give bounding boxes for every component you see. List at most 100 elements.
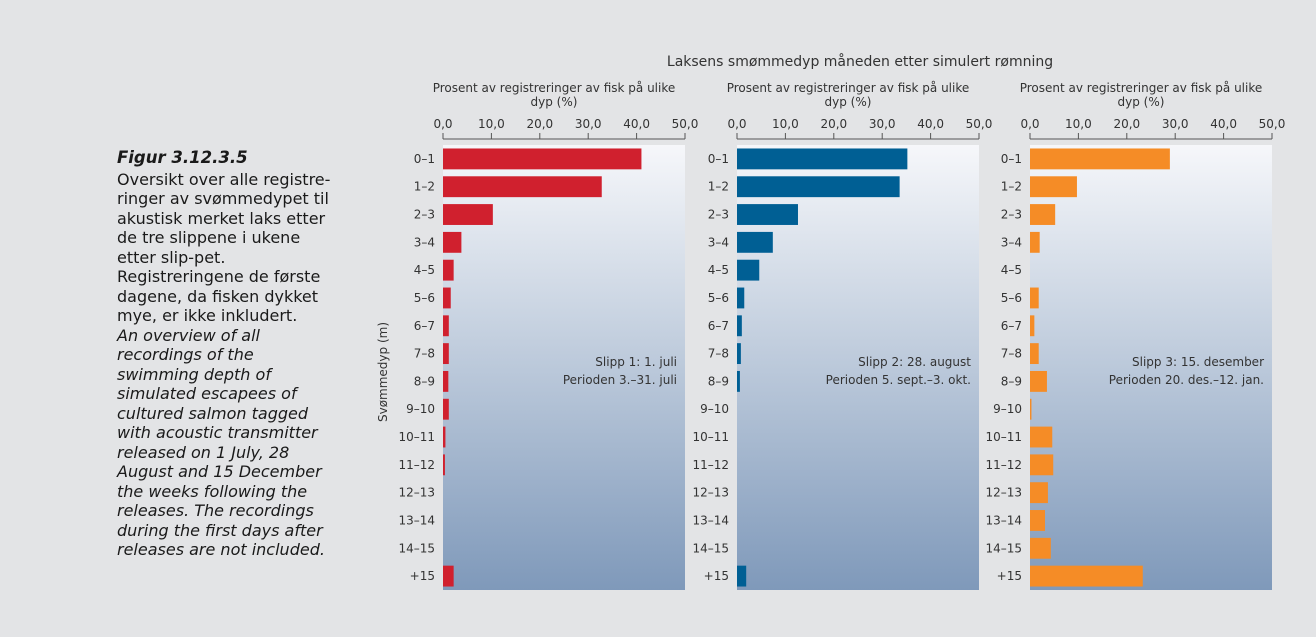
bar xyxy=(1030,287,1039,309)
release-label: Slipp 3: 15. desember xyxy=(1132,355,1264,369)
bar xyxy=(1030,426,1053,448)
bar xyxy=(1030,343,1039,365)
bar xyxy=(1030,204,1056,225)
figure-label: Figur 3.12.3.5 xyxy=(117,148,248,167)
y-axis-label: Svømmedyp (m) xyxy=(376,322,390,422)
y-tick-label: 8–9 xyxy=(1001,374,1022,388)
y-tick-label: 4–5 xyxy=(708,263,729,277)
y-tick-label: 4–5 xyxy=(1001,263,1022,277)
x-tick-label: 0,0 xyxy=(1020,117,1039,131)
y-tick-label: 0–1 xyxy=(1001,152,1022,166)
bar xyxy=(737,148,908,170)
y-tick-label: 13–14 xyxy=(398,513,435,527)
x-tick-label: 40,0 xyxy=(917,117,944,131)
x-tick-label: 30,0 xyxy=(575,117,602,131)
bar xyxy=(443,287,451,309)
bar xyxy=(1030,370,1047,392)
y-tick-label: 12–13 xyxy=(985,486,1022,500)
bar xyxy=(1030,537,1051,559)
x-tick-label: 50,0 xyxy=(672,117,699,131)
y-tick-label: 13–14 xyxy=(692,513,729,527)
x-tick-label: 0,0 xyxy=(727,117,746,131)
period-label: Perioden 20. des.–12. jan. xyxy=(1109,373,1264,387)
y-tick-label: 2–3 xyxy=(708,208,729,222)
x-tick-label: 20,0 xyxy=(526,117,553,131)
x-tick-label: 30,0 xyxy=(1162,117,1189,131)
y-tick-label: 4–5 xyxy=(414,263,435,277)
bar xyxy=(443,176,602,198)
chart-panel-2: Prosent av registreringer av fisk på uli… xyxy=(692,81,992,590)
y-tick-label: 11–12 xyxy=(398,458,435,472)
bar xyxy=(443,204,493,225)
y-tick-label: +15 xyxy=(410,569,435,583)
y-tick-label: 11–12 xyxy=(692,458,729,472)
x-tick-label: 40,0 xyxy=(623,117,650,131)
y-tick-label: 3–4 xyxy=(708,235,729,249)
x-tick-label: 10,0 xyxy=(772,117,799,131)
bar xyxy=(443,259,454,281)
y-tick-label: 10–11 xyxy=(692,430,729,444)
bar xyxy=(737,370,740,392)
bar xyxy=(1030,565,1143,587)
x-tick-label: 20,0 xyxy=(1113,117,1140,131)
bar xyxy=(737,176,900,198)
y-tick-label: 6–7 xyxy=(1001,319,1022,333)
period-label: Perioden 5. sept.–3. okt. xyxy=(826,373,971,387)
y-tick-label: 1–2 xyxy=(708,180,729,194)
bar xyxy=(737,259,760,281)
x-tick-label: 50,0 xyxy=(1259,117,1286,131)
x-tick-label: 30,0 xyxy=(869,117,896,131)
y-tick-label: 10–11 xyxy=(398,430,435,444)
bar xyxy=(443,454,445,476)
period-label: Perioden 3.–31. juli xyxy=(563,373,677,387)
y-tick-label: 7–8 xyxy=(708,347,729,361)
bar xyxy=(443,231,462,253)
y-tick-label: 14–15 xyxy=(398,541,435,555)
release-label: Slipp 2: 28. august xyxy=(858,355,971,369)
release-label: Slipp 1: 1. juli xyxy=(595,355,677,369)
chart-title: Laksens smømmedyp måneden etter simulert… xyxy=(667,53,1053,70)
bar xyxy=(443,565,454,587)
y-tick-label: +15 xyxy=(704,569,729,583)
x-tick-label: 40,0 xyxy=(1210,117,1237,131)
chart-panel-3: Prosent av registreringer av fisk på uli… xyxy=(985,81,1285,590)
bar xyxy=(737,231,773,253)
x-tick-label: 0,0 xyxy=(433,117,452,131)
y-tick-label: 11–12 xyxy=(985,458,1022,472)
y-tick-label: 8–9 xyxy=(414,374,435,388)
caption-norwegian: Oversikt over alle registre-ringer av sv… xyxy=(117,169,331,326)
y-tick-label: 1–2 xyxy=(414,180,435,194)
y-tick-label: 10–11 xyxy=(985,430,1022,444)
y-tick-label: 14–15 xyxy=(985,541,1022,555)
figure-caption: Figur 3.12.3.5 Oversikt over alle regist… xyxy=(117,148,332,560)
bar xyxy=(1030,231,1040,253)
caption-english: An overview of all recordings of the swi… xyxy=(117,325,325,560)
bar xyxy=(443,426,446,448)
y-tick-label: 2–3 xyxy=(414,208,435,222)
bar xyxy=(443,315,449,337)
x-tick-label: 50,0 xyxy=(966,117,993,131)
bar xyxy=(443,398,449,420)
bar xyxy=(1030,398,1032,420)
y-tick-label: 7–8 xyxy=(1001,347,1022,361)
y-tick-label: 13–14 xyxy=(985,513,1022,527)
bar xyxy=(737,343,741,365)
x-axis-label: Prosent av registreringer av fisk på uli… xyxy=(1020,81,1263,109)
x-tick-label: 10,0 xyxy=(478,117,505,131)
x-tick-label: 20,0 xyxy=(820,117,847,131)
y-tick-label: 0–1 xyxy=(414,152,435,166)
y-tick-label: 5–6 xyxy=(1001,291,1022,305)
x-axis-label: Prosent av registreringer av fisk på uli… xyxy=(433,81,676,109)
bar xyxy=(443,343,449,365)
y-tick-label: 6–7 xyxy=(708,319,729,333)
bar xyxy=(1030,176,1077,198)
bar xyxy=(1030,510,1046,531)
y-tick-label: 9–10 xyxy=(993,402,1022,416)
y-tick-label: 2–3 xyxy=(1001,208,1022,222)
plot-area xyxy=(1030,145,1272,590)
bar xyxy=(737,315,742,337)
bar xyxy=(443,148,642,170)
bar xyxy=(1030,482,1048,504)
bar xyxy=(1030,454,1054,476)
